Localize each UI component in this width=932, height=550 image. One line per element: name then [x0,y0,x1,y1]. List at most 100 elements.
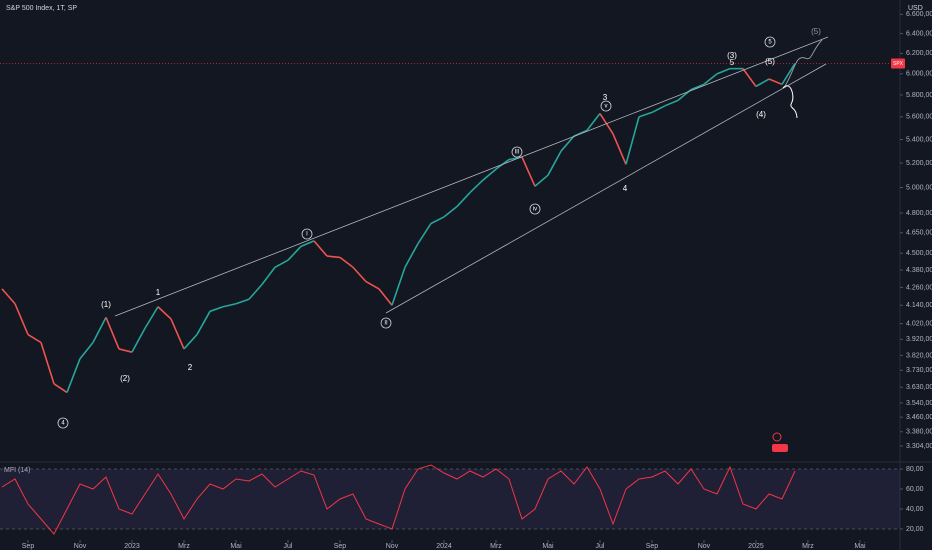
wave-label: (5) [811,27,821,36]
price-segment [222,302,237,308]
wave-circle [301,228,313,240]
x-tick-label: Sep [334,543,347,550]
x-tick-label: Mai [542,543,554,550]
projection [782,85,798,119]
price-segment [196,310,211,335]
y-tick-label: 4.020,00 [906,320,932,327]
y-tick-label: 3.460,00 [906,414,932,421]
y-tick-label: 6.000,00 [906,71,932,78]
axis-group: 6.600,00 6.400,00 6.200,00 6.000,00 5.800,00… [22,11,932,550]
price-segment [742,68,757,87]
x-tick-label: Jul [284,543,293,550]
y-tick-label: 3.304,00 [906,443,932,450]
y-tick-label: 3.820,00 [906,352,932,359]
price-segment [144,306,159,329]
price-segment [248,283,263,300]
price-segment [716,67,731,75]
mfi-band [0,469,900,529]
x-tick-label: Mai [854,543,866,550]
x-tick-label: 2025 [748,543,764,550]
wave-label: III [514,150,519,156]
price-segment [27,333,42,344]
y-tick-label: 5.600,00 [906,114,932,121]
wave-label: 1 [156,288,161,297]
price-segment [612,133,627,165]
x-tick-label: 2024 [436,543,452,550]
wave-label: 4 [623,184,628,193]
wave-label: (5) [765,57,775,66]
price-segment [157,306,172,320]
price-segment [703,73,718,85]
wave-label: 5 [768,40,772,46]
price-segment [378,288,393,306]
event-badge[interactable] [772,444,788,452]
price-segment [482,168,497,181]
y-tick-label: 6.600,00 [906,11,932,18]
price-segment [469,179,484,194]
price-segment [456,192,471,208]
price-segment [235,298,250,305]
x-tick-label: Nov [698,543,711,550]
price-segment [300,240,315,248]
price-segment [586,113,601,131]
chart-title: S&P 500 Index, 1T, SP [6,5,77,12]
price-segment [391,267,406,306]
price-segment [92,317,107,343]
wave-label: I [306,232,308,238]
wave-label: 4 [61,421,65,427]
event-icon[interactable] [772,432,782,442]
x-tick-label: Sep [22,543,35,550]
price-segment [430,216,445,225]
y-tick-label: 3.380,00 [906,429,932,436]
y-tick-label: 6.200,00 [906,50,932,57]
wave-label: 3 [603,93,608,102]
price-segment [40,342,55,385]
price-segment [417,223,432,245]
x-tick-label: Mrz [490,543,502,550]
wave-label: v [605,104,608,110]
y-tick-label: 40,00 [906,506,924,513]
price-segment [521,156,536,187]
y-tick-label: 4.650,00 [906,230,932,237]
wave-label: (2) [120,374,130,383]
price-segment [547,150,562,176]
y-tick-label: 5.400,00 [906,136,932,143]
y-tick-label: 4.260,00 [906,284,932,291]
price-segment [352,266,367,283]
y-tick-label: 4.500,00 [906,250,932,257]
y-tick-label: 5.200,00 [906,160,932,167]
wave-label: 2 [188,363,193,372]
price-segment [170,318,185,350]
x-tick-label: Nov [386,543,399,550]
price-segment [53,383,68,394]
x-tick-label: Nov [74,543,87,550]
price-segment [781,63,796,85]
mfi-line [1,464,796,535]
price-segment [287,245,302,261]
wave-label: (1) [101,300,111,309]
price-segment [326,255,341,259]
y-tick-label: 4.800,00 [906,210,932,217]
y-tick-label: 3.730,00 [906,367,932,374]
x-tick-label: Mrz [178,543,190,550]
price-segment [365,280,380,290]
price-tag-label: SPX [893,61,904,67]
price-segment [690,83,705,91]
x-tick-label: Mrz [802,543,814,550]
wave-circle [511,146,523,158]
x-tick-label: Mai [230,543,242,550]
price-segment [625,116,640,165]
price-segment [534,174,549,187]
wave-circle [380,317,392,329]
x-tick-label: Jul [595,543,604,550]
wave-label: 5 [730,58,735,67]
y-tick-label: 20,00 [906,526,924,533]
trend-line [114,36,829,317]
y-tick-label: 5.000,00 [906,184,932,191]
wave-circle [529,203,541,215]
price-segment [183,334,198,350]
price-segment [261,266,276,285]
price-segment [664,99,679,107]
price-segment [404,243,419,268]
